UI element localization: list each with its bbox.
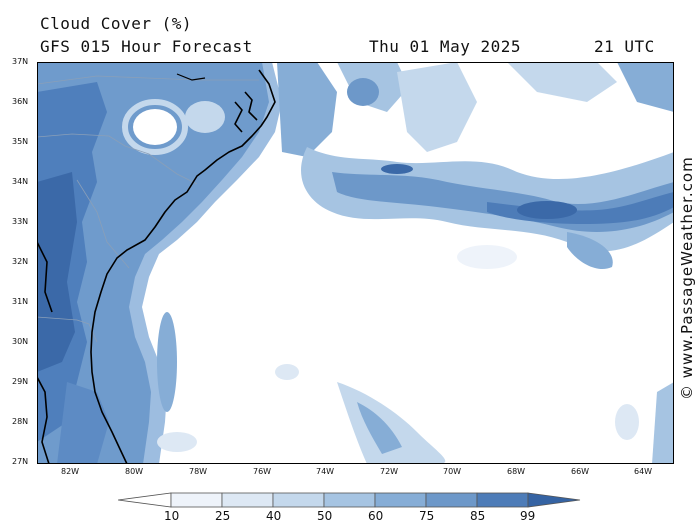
colorbar-bin <box>425 492 478 508</box>
colorbar-high-arrow <box>527 492 581 508</box>
colorbar-bin <box>272 492 325 508</box>
website-credit: © www.PassageWeather.com <box>678 156 696 400</box>
lon-label: 78W <box>189 467 208 476</box>
colorbar-tick: 60 <box>368 509 384 523</box>
model-forecast-label: GFS 015 Hour Forecast <box>40 37 253 56</box>
colorbar-bin <box>476 492 529 508</box>
colorbar <box>118 492 581 508</box>
land-cloud-field <box>37 62 282 464</box>
colorbar-bin <box>170 492 223 508</box>
lat-label: 34N <box>12 177 29 186</box>
state-borders <box>37 75 259 343</box>
lat-label: 35N <box>12 137 29 146</box>
lat-label: 30N <box>12 337 29 346</box>
colorbar-bin <box>323 492 376 508</box>
lon-label: 68W <box>507 467 526 476</box>
map-title: Cloud Cover (%) <box>40 14 192 33</box>
colorbar-tick: 85 <box>470 509 486 523</box>
coastline <box>37 69 276 464</box>
map-frame <box>37 62 674 464</box>
lat-label: 33N <box>12 217 29 226</box>
forecast-time: 21 UTC <box>594 37 655 56</box>
cloud-band-frontal <box>301 147 674 270</box>
colorbar-bin <box>374 492 427 508</box>
lat-label: 28N <box>12 417 29 426</box>
lat-label: 32N <box>12 257 29 266</box>
colorbar-tick: 99 <box>520 509 536 523</box>
lon-label: 72W <box>380 467 399 476</box>
lon-label: 80W <box>125 467 144 476</box>
lon-label: 70W <box>443 467 462 476</box>
lon-label: 74W <box>316 467 335 476</box>
colorbar-bin <box>221 492 274 508</box>
lon-label: 64W <box>634 467 653 476</box>
lon-label: 66W <box>571 467 590 476</box>
forecast-date: Thu 01 May 2025 <box>369 37 521 56</box>
lon-label: 76W <box>253 467 272 476</box>
colorbar-tick: 25 <box>215 509 231 523</box>
colorbar-tick: 75 <box>419 509 435 523</box>
cloud-cover-map <box>37 62 674 464</box>
cloud-band-north <box>277 62 674 157</box>
lon-label: 82W <box>61 467 80 476</box>
colorbar-tick: 50 <box>317 509 333 523</box>
sound-inlet <box>176 73 206 81</box>
lat-label: 27N <box>12 457 29 466</box>
colorbar-tick: 40 <box>266 509 282 523</box>
colorbar-low-arrow <box>118 492 172 508</box>
lat-label: 37N <box>12 57 29 66</box>
colorbar-tick: 10 <box>164 509 180 523</box>
lat-label: 29N <box>12 377 29 386</box>
cloud-band-south <box>157 245 674 464</box>
lat-label: 31N <box>12 297 29 306</box>
lat-label: 36N <box>12 97 29 106</box>
